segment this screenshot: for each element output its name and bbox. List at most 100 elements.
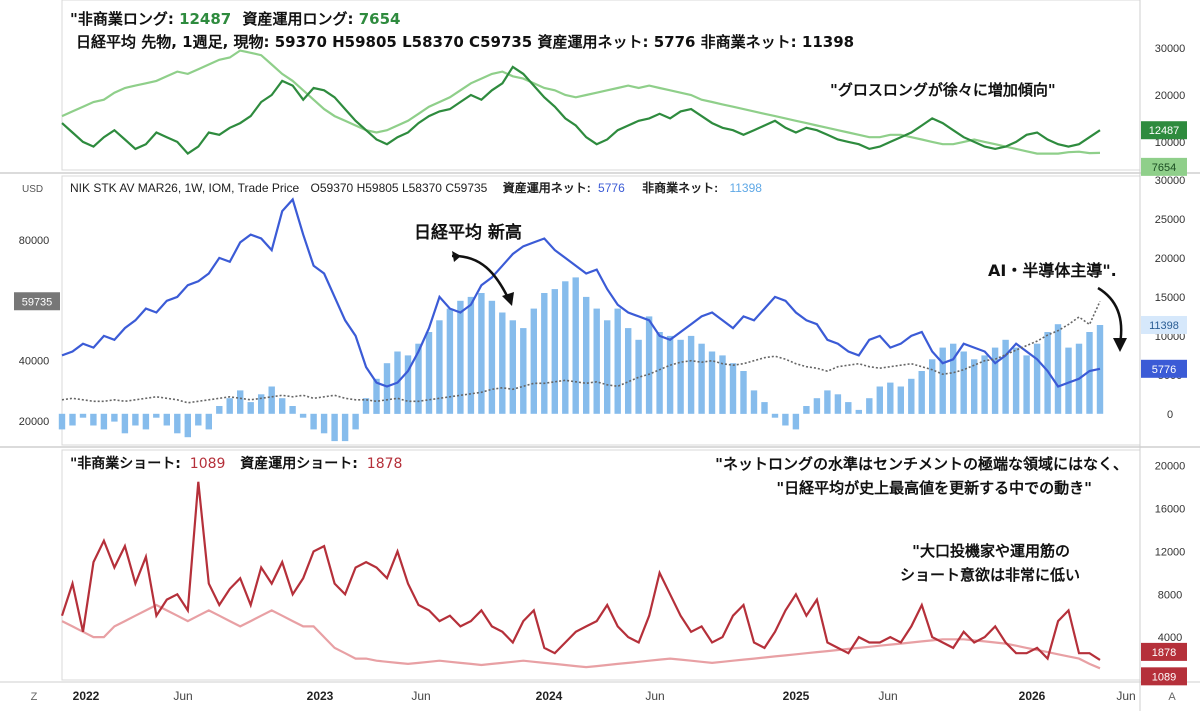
net-nc-bar (499, 312, 506, 414)
panel1-label-nc-long: "非商業ロング: (70, 10, 174, 28)
net-am-badge-bg (1141, 359, 1187, 378)
net-nc-bar (530, 308, 537, 414)
net-nc-bar (971, 359, 978, 414)
net-nc-bar (237, 390, 244, 414)
net-nc-bar (299, 413, 307, 418)
net-nc-bar (310, 413, 317, 430)
net-nc-bar (645, 316, 653, 414)
price-badge-bg (14, 292, 60, 311)
panel2-net-am-value: 5776 (598, 181, 625, 195)
panel3-value-am-short: 1878 (367, 456, 403, 472)
net-nc-bar (729, 363, 737, 414)
net-nc-bar (362, 398, 370, 414)
net-nc-bar (876, 386, 883, 414)
panel3-badge-am: 1878 (1152, 647, 1176, 659)
net-nc-bar (457, 300, 464, 414)
panel3-tick-0: 20000 (1155, 461, 1186, 473)
left-corner-button[interactable]: Z (31, 691, 38, 703)
net-nc-bar (761, 402, 768, 414)
net-nc-bar (950, 343, 957, 414)
net-nc-bar (604, 320, 611, 414)
panel1-label-am-long: 資産運用ロング: (242, 10, 353, 28)
panel1-lines (61, 49, 1101, 156)
net-nc-bar (520, 328, 527, 414)
panel2-net-tick-1: 25000 (1155, 214, 1186, 226)
net-nc-bar (436, 320, 443, 414)
net-nc-bar (58, 413, 66, 430)
panel1-header-line1: "非商業ロング: 12487 資産運用ロング: 7654 (70, 10, 400, 28)
panel2-left-axis: 80000 40000 20000 59735 (14, 235, 60, 428)
panel1-annotation: "グロスロングが徐々に増加傾向" (830, 81, 1056, 99)
net-nc-bar (855, 409, 862, 414)
panel2-price-tick-2: 20000 (19, 416, 50, 428)
net-nc-bar (142, 413, 150, 430)
panel2-symbol: NIK STK AV MAR26, 1W, IOM, Trade Price (70, 181, 300, 195)
panel3-series-1 (61, 603, 1101, 670)
net-nc-bar (551, 289, 558, 414)
panel3-annotation2-line1: "大口投機家や運用筋の (912, 542, 1070, 560)
panel2-bars-asset-manager (61, 197, 1101, 388)
net-nc-bar (373, 378, 380, 414)
net-nc-bar (918, 371, 925, 414)
net-am-badge: 5776 (1152, 364, 1176, 376)
net-nc-bar (1002, 339, 1009, 414)
panel3-tick-1: 16000 (1155, 504, 1186, 516)
panel1-value-am-long: 7654 (359, 10, 401, 28)
net-nc-bar (153, 413, 160, 418)
panel2-price-tick-1: 40000 (19, 356, 50, 368)
net-nc-bar (614, 308, 621, 414)
panel3-y-axis: 20000 16000 12000 8000 4000 1878 1089 (1141, 461, 1187, 686)
net-nc-bar (824, 390, 831, 414)
net-nc-bar (1023, 355, 1030, 414)
net-nc-bar (383, 363, 391, 414)
price-badge: 59735 (22, 296, 53, 308)
time-tick-8: 2026 (1019, 689, 1046, 703)
net-nc-bar (1065, 347, 1072, 414)
net-nc-bar (69, 413, 76, 426)
panel3-badge-nc-bg (1141, 667, 1187, 686)
panel1-badge-am-bg (1141, 157, 1187, 176)
right-corner-button[interactable]: A (1168, 691, 1176, 703)
panel1-value-nc-long: 12487 (179, 10, 231, 28)
net-nc-bar (887, 382, 894, 414)
panel1-tick-1: 20000 (1155, 90, 1186, 102)
panel1-series-0 (61, 65, 1101, 156)
time-tick-6: 2025 (783, 689, 810, 703)
net-nc-bar (341, 413, 349, 442)
time-tick-9: Jun (1116, 689, 1135, 703)
annotation-ai: AI・半導体主導". (988, 261, 1117, 280)
time-axis: 2022 Jun 2023 Jun 2024 Jun 2025 Jun 2026 Jun (73, 689, 1136, 703)
net-nc-bar (132, 413, 139, 426)
net-nc-bar (415, 343, 422, 414)
net-nc-bar (320, 413, 328, 434)
net-nc-bar (163, 413, 170, 426)
panel2-right-axis: 300002500020000150001000050000113985776 (1141, 175, 1187, 421)
time-tick-0: 2022 (73, 689, 100, 703)
panel2-net-tick-0: 30000 (1155, 175, 1186, 187)
annotation-arrow-tail (452, 251, 461, 262)
panel3-tick-3: 8000 (1158, 589, 1182, 601)
net-nc-bar (562, 281, 569, 414)
panel3-tick-2: 12000 (1155, 546, 1186, 558)
net-nc-bar (79, 413, 87, 418)
net-nc-bar (656, 332, 663, 414)
net-nc-bar (803, 406, 810, 414)
net-nc-bar (583, 296, 590, 414)
panel2-net-nc-label: 非商業ネット: (642, 180, 718, 195)
net-nc-bar (866, 398, 873, 414)
net-nc-bar (258, 394, 265, 414)
net-nc-bar (719, 355, 726, 414)
panel2-legend: NIK STK AV MAR26, 1W, IOM, Trade Price O… (70, 180, 762, 195)
net-nc-bar (404, 355, 412, 414)
currency-label: USD (22, 184, 43, 195)
time-tick-2: 2023 (307, 689, 334, 703)
net-nc-bar (195, 413, 202, 426)
net-nc-bar (1033, 343, 1041, 414)
annotation-arrowhead-high (502, 292, 514, 306)
time-tick-7: Jun (878, 689, 897, 703)
annotation-arrowhead-ai (1113, 338, 1127, 352)
net-nc-bar (509, 320, 516, 414)
